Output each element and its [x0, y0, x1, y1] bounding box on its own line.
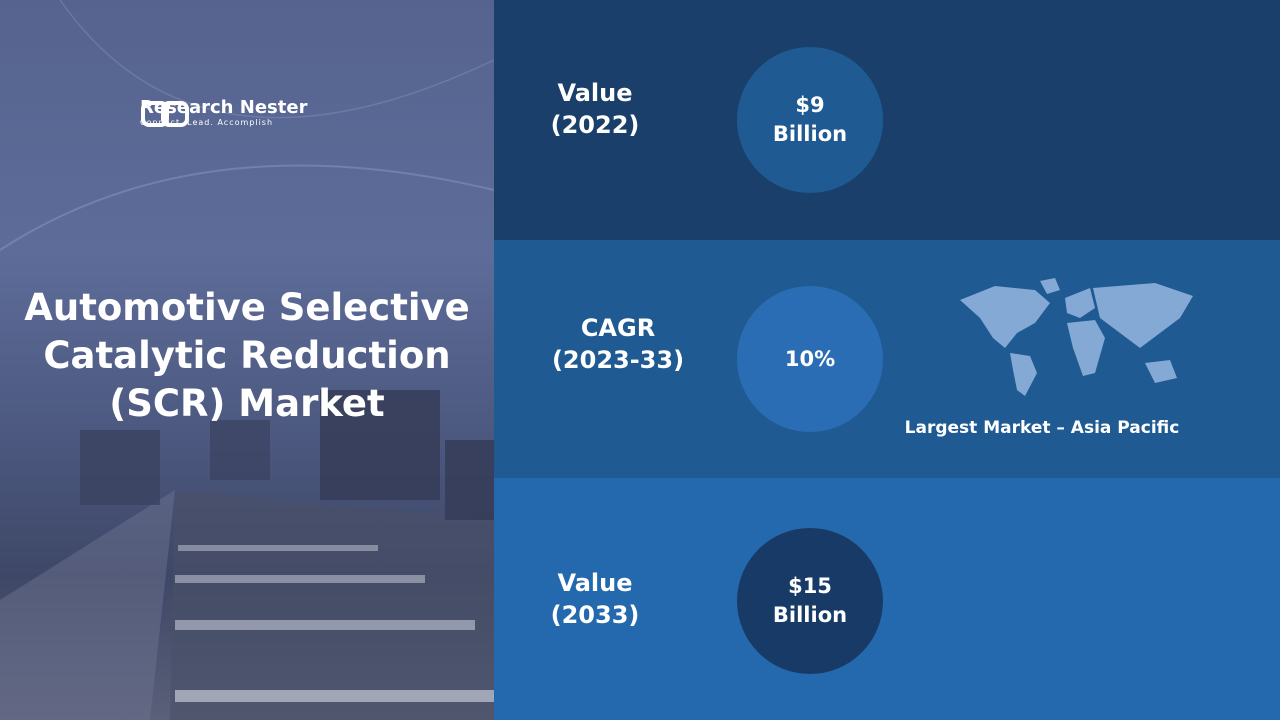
background-art: [0, 0, 494, 720]
stat-band: [494, 0, 1280, 240]
logo: Research Nester Connect. Lead. Accomplis…: [140, 98, 307, 127]
hero-panel: Research Nester Connect. Lead. Accomplis…: [0, 0, 494, 720]
stat-value: $9 Billion: [737, 47, 883, 193]
world-map: [960, 278, 1193, 396]
stat-value: 10%: [737, 286, 883, 432]
stat-label: Value (2033): [550, 569, 640, 629]
title: Automotive Selective Catalytic Reduction…: [24, 286, 470, 425]
stat-value: $15 Billion: [737, 528, 883, 674]
stat-band: [494, 240, 1280, 478]
stat-label: Value (2022): [550, 79, 640, 139]
largest-market: Largest Market – Asia Pacific: [904, 418, 1180, 438]
stat-label: CAGR (2023-33): [551, 314, 685, 374]
logo-tagline: Connect. Lead. Accomplish: [140, 118, 274, 127]
logo-icon: [141, 101, 189, 127]
stat-band: [494, 478, 1280, 720]
